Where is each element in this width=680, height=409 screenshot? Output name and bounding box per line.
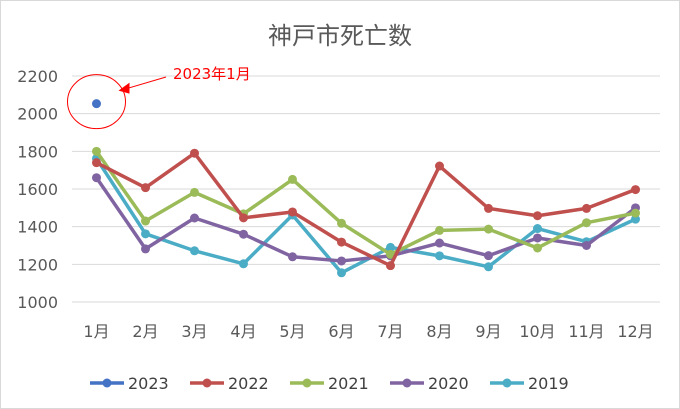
data-point [533,211,542,221]
data-point [239,229,248,239]
data-point [288,252,297,262]
x-tick-label: 10月 [519,322,555,341]
data-point [337,268,346,278]
data-point [92,158,101,168]
data-point [337,218,346,228]
y-tick-label: 1000 [17,293,58,312]
data-point [631,208,640,218]
data-point [337,237,346,247]
annotation-circle [67,74,126,130]
data-point [141,229,150,239]
legend-item-2022: 2022 [190,374,269,393]
data-point [631,185,640,195]
series-line [95,150,636,257]
x-tick-label: 5月 [279,322,305,341]
annotation-arrow [126,76,167,90]
x-tick-label: 1月 [83,322,109,341]
data-point [386,249,395,259]
x-tick-label: 11月 [568,322,604,341]
legend-swatch-marker [202,378,212,388]
legend-label: 2020 [428,374,469,393]
data-point [582,218,591,228]
data-point [435,238,444,248]
data-point [435,251,444,261]
data-point [239,259,248,269]
legend-swatch-marker [102,378,112,388]
data-point [582,203,591,213]
legend-item-2023: 2023 [90,374,169,393]
legend-swatch-marker [302,378,312,388]
data-point [190,187,199,197]
series-2020 [92,173,640,266]
data-point [582,241,591,250]
data-point [190,246,199,256]
x-tick-label: 7月 [377,322,403,341]
series-2022 [92,148,640,271]
y-tick-label: 2000 [17,105,58,124]
data-point [435,161,444,171]
data-point [288,174,297,184]
data-point [239,213,248,223]
annotation-label: 2023年1月 [173,65,251,83]
data-point [337,256,346,266]
chart-title: 神戸市死亡数 [268,22,412,50]
data-point [190,213,199,223]
data-point [533,224,542,234]
data-point [533,243,542,253]
legend-swatch-marker [502,378,512,388]
y-tick-label: 1600 [17,180,58,199]
data-point [484,251,493,261]
data-point [288,207,297,217]
legend-item-2020: 2020 [390,374,469,393]
data-point [484,203,493,213]
y-tick-label: 2200 [17,67,58,86]
annotation-arrowhead [118,82,130,94]
data-point [141,183,150,193]
data-point [484,262,493,272]
x-tick-label: 9月 [475,322,501,341]
legend-label: 2021 [328,374,369,393]
x-tick-label: 2月 [132,322,158,341]
series-2021 [92,146,640,259]
legend-label: 2023 [128,374,169,393]
data-point [92,173,101,183]
series-2023 [92,99,101,109]
legend-item-2021: 2021 [290,374,369,393]
y-tick-label: 1200 [17,255,58,274]
legend-item-2019: 2019 [490,374,569,393]
series-line [95,176,637,263]
series-line [95,151,637,268]
x-tick-label: 6月 [328,322,354,341]
y-tick-label: 1800 [17,142,58,161]
x-tick-label: 8月 [426,322,452,341]
legend-label: 2019 [528,374,569,393]
data-point [141,244,150,254]
legend-label: 2022 [228,374,269,393]
data-point [141,216,150,226]
data-point [386,242,395,252]
data-point [190,148,199,158]
x-tick-label: 12月 [617,322,653,341]
x-tick-label: 4月 [230,322,256,341]
y-tick-label: 1400 [17,218,58,237]
x-tick-label: 3月 [181,322,207,341]
legend-swatch-marker [402,378,412,388]
data-point [92,99,101,109]
data-point [533,233,542,243]
data-point [386,261,395,271]
data-point [435,225,444,235]
data-point [484,224,493,234]
data-point [92,146,101,156]
